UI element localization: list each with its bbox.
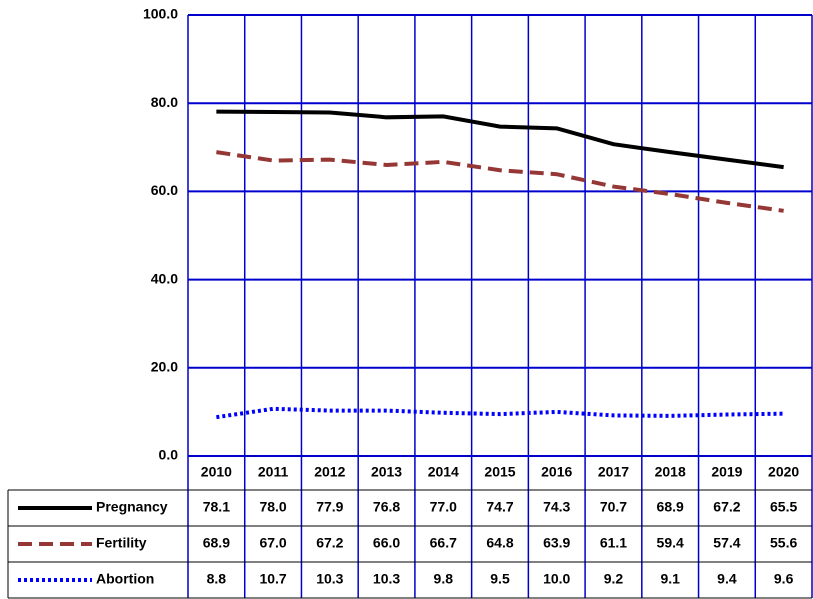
x-tick-label: 2020: [768, 464, 799, 480]
x-tick-label: 2011: [258, 464, 289, 480]
table-value: 67.0: [259, 535, 286, 551]
series-line: [216, 150, 784, 213]
table-value: 66.7: [430, 535, 457, 551]
x-tick-label: 2013: [371, 464, 402, 480]
legend-label: Fertility: [96, 535, 147, 551]
y-tick-label: 40.0: [151, 270, 178, 286]
x-tick-label: 2017: [598, 464, 629, 480]
table-value: 63.9: [543, 535, 570, 551]
series-line: [216, 109, 784, 170]
table-value: 68.9: [657, 499, 684, 515]
legend-label: Pregnancy: [96, 499, 168, 515]
table-value: 9.2: [604, 571, 624, 587]
table-value: 78.1: [203, 499, 230, 515]
y-tick-label: 0.0: [159, 447, 179, 463]
y-tick-label: 100.0: [143, 6, 178, 22]
x-tick-label: 2015: [484, 464, 515, 480]
table-value: 57.4: [713, 535, 740, 551]
y-tick-label: 60.0: [151, 182, 178, 198]
table-value: 10.3: [373, 571, 400, 587]
legend-label: Abortion: [96, 571, 154, 587]
y-tick-label: 20.0: [151, 359, 178, 375]
table-value: 65.5: [770, 499, 797, 515]
table-value: 64.8: [486, 535, 513, 551]
table-value: 66.0: [373, 535, 400, 551]
table-value: 77.0: [430, 499, 457, 515]
table-value: 67.2: [316, 535, 343, 551]
table-value: 10.7: [259, 571, 286, 587]
table-value: 74.3: [543, 499, 570, 515]
x-tick-label: 2018: [655, 464, 686, 480]
table-value: 70.7: [600, 499, 627, 515]
table-value: 9.6: [774, 571, 794, 587]
table-value: 9.5: [490, 571, 510, 587]
x-tick-label: 2019: [711, 464, 742, 480]
table-value: 10.0: [543, 571, 570, 587]
table-value: 9.8: [434, 571, 454, 587]
table-value: 78.0: [259, 499, 286, 515]
series-line: [216, 406, 784, 420]
x-tick-label: 2016: [541, 464, 572, 480]
table-value: 10.3: [316, 571, 343, 587]
table-value: 59.4: [657, 535, 684, 551]
table-value: 9.1: [660, 571, 680, 587]
table-value: 8.8: [207, 571, 227, 587]
table-value: 77.9: [316, 499, 343, 515]
table-value: 9.4: [717, 571, 737, 587]
table-value: 55.6: [770, 535, 797, 551]
table-value: 76.8: [373, 499, 400, 515]
table-value: 74.7: [486, 499, 513, 515]
table-value: 67.2: [713, 499, 740, 515]
x-tick-label: 2010: [201, 464, 232, 480]
y-tick-label: 80.0: [151, 94, 178, 110]
table-value: 68.9: [203, 535, 230, 551]
x-tick-label: 2012: [314, 464, 345, 480]
table-value: 61.1: [600, 535, 627, 551]
x-tick-label: 2014: [428, 464, 459, 480]
